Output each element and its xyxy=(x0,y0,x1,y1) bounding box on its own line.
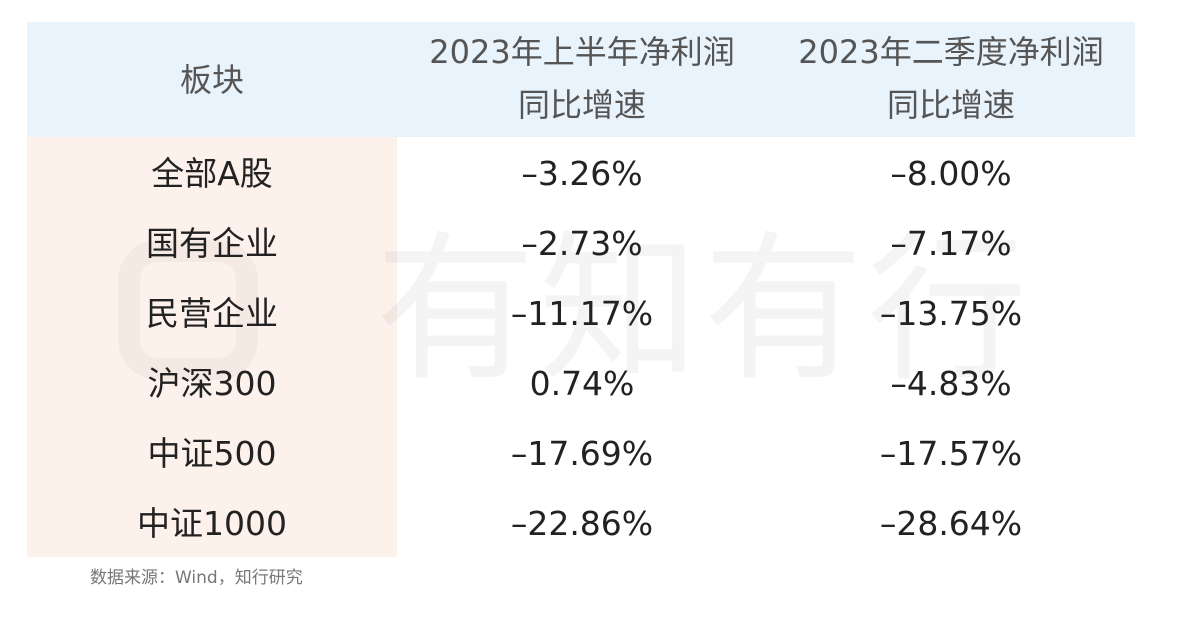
watermark: 有知有行 xyxy=(375,215,1115,405)
row-label: 全部A股 xyxy=(151,154,273,193)
table-cell: –11.17% xyxy=(510,294,654,333)
source-note: 数据来源：Wind，知行研究 xyxy=(90,568,303,588)
table-cell: –4.83% xyxy=(890,364,1012,403)
header-cell: 2023年二季度净利润 xyxy=(798,33,1104,71)
table-cell: 0.74% xyxy=(529,364,635,403)
first-column-background xyxy=(27,137,397,557)
header-cell: 同比增速 xyxy=(517,86,646,124)
table-cell: –13.75% xyxy=(879,294,1023,333)
row-label: 民营企业 xyxy=(146,294,278,333)
table-cell: –3.26% xyxy=(521,154,643,193)
row-label: 国有企业 xyxy=(146,224,278,263)
header-cell: 2023年上半年净利润 xyxy=(429,33,735,71)
table-cell: –2.73% xyxy=(521,224,643,263)
header-background xyxy=(27,22,1135,137)
row-label: 中证500 xyxy=(147,434,277,473)
row-label: 沪深300 xyxy=(147,364,277,403)
table-cell: –7.17% xyxy=(890,224,1012,263)
header-cell: 板块 xyxy=(179,61,244,99)
table-cell: –8.00% xyxy=(890,154,1012,193)
header-cell: 同比增速 xyxy=(886,86,1015,124)
table-cell: –28.64% xyxy=(879,504,1023,543)
table-cell: –17.57% xyxy=(879,434,1023,473)
row-label: 中证1000 xyxy=(137,504,287,543)
table-cell: –17.69% xyxy=(510,434,654,473)
table-cell: –22.86% xyxy=(510,504,654,543)
